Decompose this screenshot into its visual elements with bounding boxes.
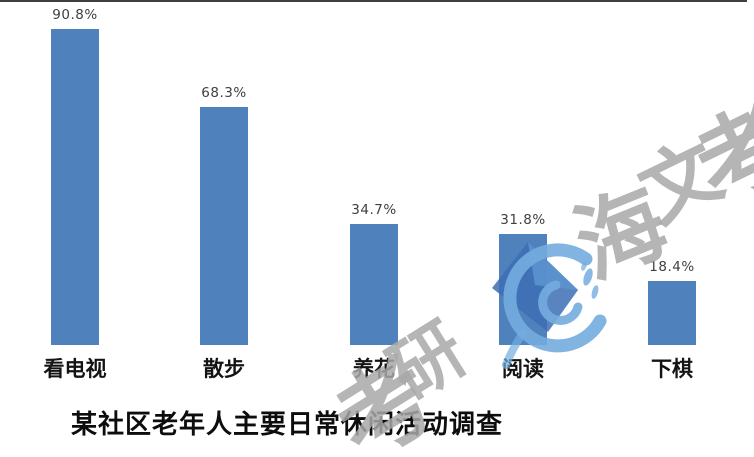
- bar-阅读: [499, 234, 547, 345]
- bar-养花: [350, 224, 398, 345]
- x-axis-line: [0, 0, 747, 2]
- category-label: 散步: [203, 357, 245, 381]
- bar-下棋: [648, 281, 696, 345]
- watermark-splash-dot: [583, 268, 593, 286]
- category-label: 下棋: [651, 357, 693, 381]
- bar-看电视: [51, 29, 99, 345]
- watermark-character: 海: [562, 174, 681, 297]
- value-label: 90.8%: [52, 7, 98, 23]
- watermark-splash-dot: [581, 261, 587, 271]
- value-label: 68.3%: [201, 85, 247, 101]
- watermark-swoosh-inner: [538, 280, 583, 325]
- category-label: 养花: [353, 357, 395, 381]
- chart-title: 某社区老年人主要日常休闲活动调查: [70, 410, 503, 439]
- value-label: 18.4%: [649, 259, 695, 275]
- category-label: 看电视: [43, 357, 107, 381]
- watermark-splash-dot: [591, 285, 599, 299]
- category-label: 阅读: [502, 357, 544, 381]
- watermark-character: 考: [679, 86, 754, 225]
- watermark-character: 文: [626, 126, 735, 239]
- value-label: 34.7%: [351, 202, 397, 218]
- value-label: 31.8%: [500, 212, 546, 228]
- bar-散步: [200, 107, 248, 345]
